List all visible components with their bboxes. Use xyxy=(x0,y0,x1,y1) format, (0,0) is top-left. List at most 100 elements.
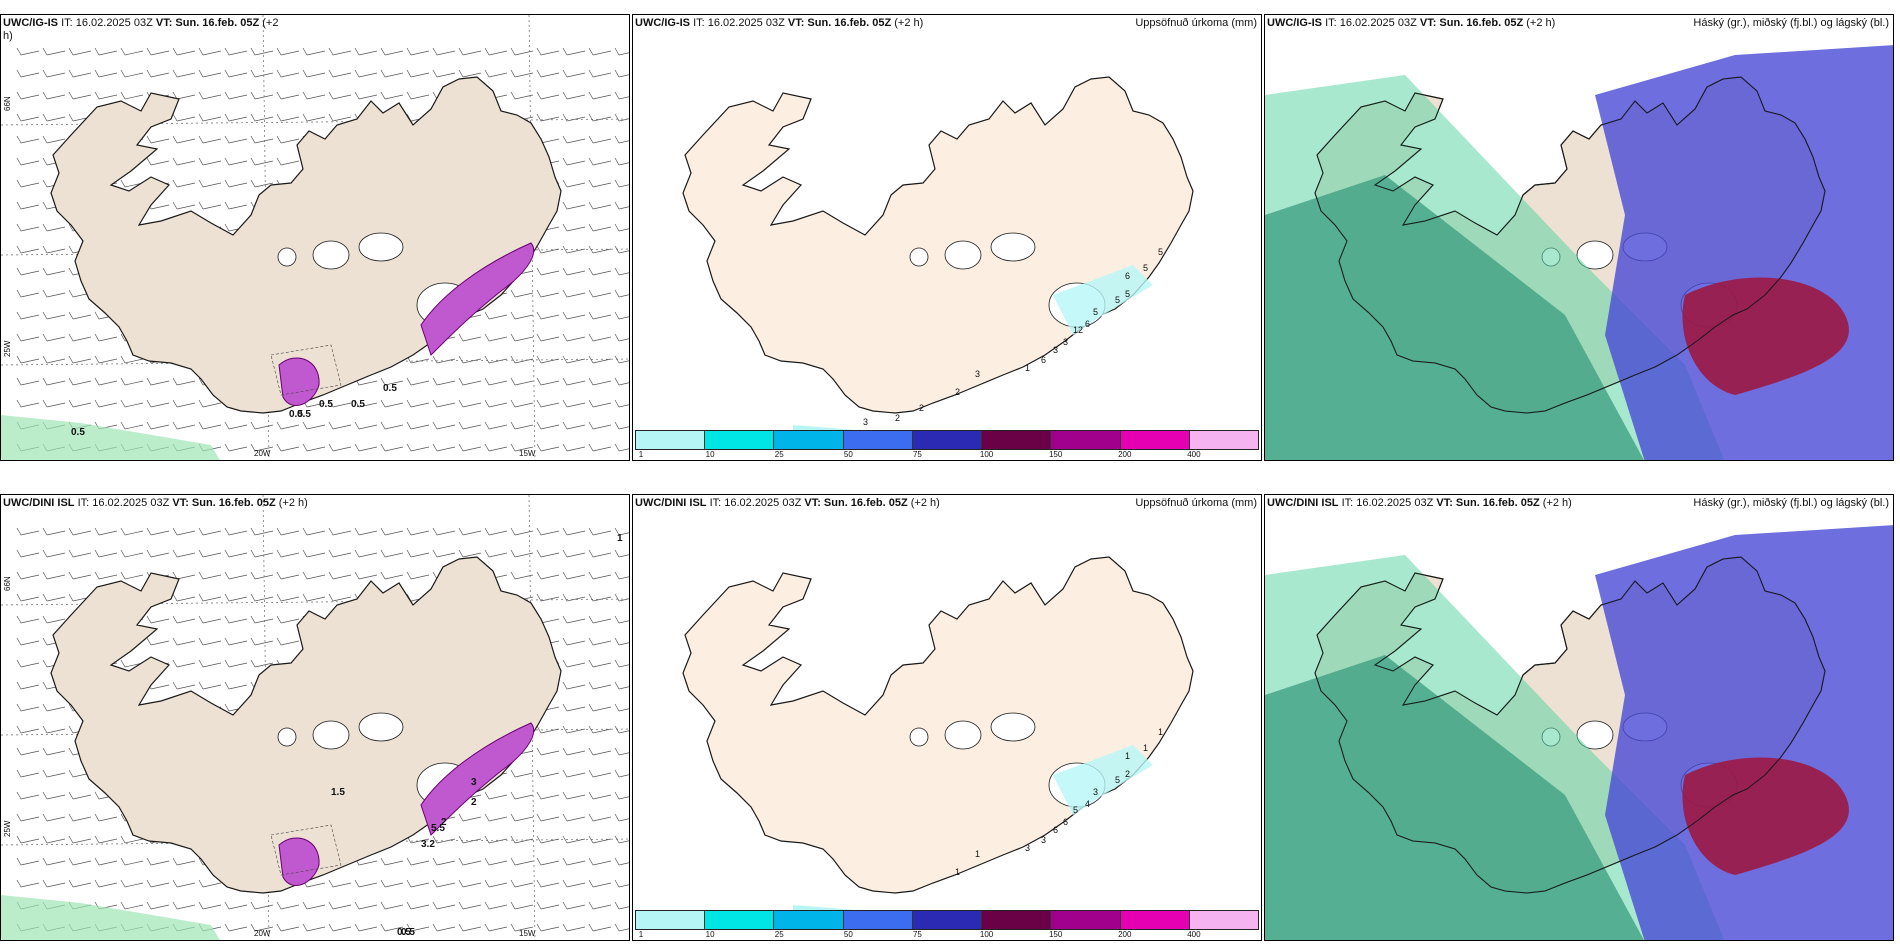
wind-barb xyxy=(562,223,586,232)
wind-barb xyxy=(458,69,482,78)
precip-label: 5 xyxy=(1073,805,1078,815)
wind-barb xyxy=(302,69,326,78)
lon-label-15w: 15W xyxy=(519,449,536,458)
wind-barb xyxy=(614,571,629,580)
wind-barb xyxy=(510,311,534,320)
wind-barb xyxy=(250,549,274,558)
wind-barb xyxy=(484,549,508,558)
colorbar-swatch xyxy=(843,911,913,929)
wind-barb xyxy=(536,421,560,430)
wind-barb xyxy=(588,747,612,756)
wind-barb xyxy=(16,91,40,100)
iceland-land xyxy=(682,76,1194,414)
wind-barb xyxy=(432,421,456,430)
panel-title: UWC/IG-IS IT: 16.02.2025 03Z VT: Sun. 16… xyxy=(1267,17,1556,29)
wind-barb xyxy=(458,399,482,408)
contour-label: 0.5 xyxy=(401,927,415,938)
colorbar-swatch xyxy=(774,911,844,929)
iceland-land xyxy=(682,556,1194,894)
wind-barb xyxy=(432,69,456,78)
wind-barb xyxy=(16,549,40,558)
wind-barb xyxy=(42,769,66,778)
wind-barb xyxy=(42,703,66,712)
wind-barb xyxy=(120,901,144,910)
wind-barb xyxy=(484,421,508,430)
wind-barb xyxy=(94,399,118,408)
wind-barb xyxy=(614,311,629,320)
wind-barb xyxy=(172,637,196,646)
wind-barb xyxy=(432,879,456,888)
wind-barb xyxy=(146,399,170,408)
wind-barb xyxy=(276,571,300,580)
wind-barb xyxy=(406,923,430,932)
colorbar-ticks: 1 10 25 50 75 100 150 200 400 xyxy=(635,450,1257,460)
wind-barb xyxy=(172,179,196,188)
wind-barb xyxy=(588,571,612,580)
wind-barb xyxy=(588,333,612,342)
wind-barb xyxy=(276,113,300,122)
hatch-area xyxy=(270,824,342,876)
contour-label: 5.5 xyxy=(431,823,445,834)
wind-barb xyxy=(120,377,144,386)
mid-cloud xyxy=(1595,45,1893,460)
wind-barb xyxy=(42,113,66,122)
wind-barb xyxy=(458,421,482,430)
wind-barb xyxy=(328,399,352,408)
lat-label-25w: 25W xyxy=(3,820,12,837)
precip-label: 6 xyxy=(1041,355,1046,365)
wind-barb xyxy=(42,377,66,386)
wind-barb xyxy=(198,47,222,56)
wind-barb xyxy=(120,879,144,888)
wind-barb xyxy=(458,47,482,56)
wind-barb xyxy=(406,47,430,56)
colorbar-tick: 50 xyxy=(843,450,853,459)
contour-label: 0.5 xyxy=(319,399,333,410)
colorbar-tick: 100 xyxy=(979,450,994,459)
wind-barb xyxy=(354,549,378,558)
wind-barb xyxy=(484,857,508,866)
wind-barb xyxy=(562,289,586,298)
wind-barb xyxy=(536,923,560,932)
wind-barb xyxy=(484,835,508,844)
panel-variable: Háský (gr.), miðský (fj.bl.) og lágský (… xyxy=(1693,497,1889,509)
precip-light xyxy=(1053,745,1153,815)
wind-barb xyxy=(172,681,196,690)
lon-label-15w: 15W xyxy=(519,929,536,938)
wind-barb xyxy=(380,91,404,100)
wind-barb xyxy=(380,443,404,452)
wind-barb xyxy=(614,113,629,122)
wind-barb xyxy=(120,571,144,580)
wind-barb xyxy=(94,333,118,342)
wind-barb xyxy=(614,527,629,536)
precip-label: 3 xyxy=(1093,787,1098,797)
wind-barb xyxy=(406,527,430,536)
wind-barb xyxy=(458,923,482,932)
wind-barb xyxy=(562,267,586,276)
wind-barb xyxy=(432,399,456,408)
wind-barb xyxy=(68,857,92,866)
wind-barb xyxy=(432,377,456,386)
wind-barb xyxy=(614,769,629,778)
wind-barb xyxy=(614,593,629,602)
wind-barb xyxy=(458,355,482,364)
glacier xyxy=(990,232,1036,262)
precip-label: 6 xyxy=(1063,817,1068,827)
wind-barb xyxy=(354,399,378,408)
glacier xyxy=(944,240,982,270)
wind-barb xyxy=(120,47,144,56)
contour-label: 1 xyxy=(617,533,623,544)
wind-barb xyxy=(588,289,612,298)
wind-barb xyxy=(146,615,170,624)
wind-barb xyxy=(224,659,248,668)
wind-barb xyxy=(588,311,612,320)
precip-streak xyxy=(1,895,220,940)
low-cloud xyxy=(1682,757,1849,875)
wind-barb xyxy=(536,91,560,100)
wind-barb xyxy=(146,549,170,558)
wind-barb xyxy=(328,421,352,430)
wind-barb xyxy=(614,69,629,78)
wind-barb xyxy=(172,201,196,210)
panel-cloud-dini: UWC/DINI ISL IT: 16.02.2025 03Z VT: Sun.… xyxy=(1264,494,1894,941)
precip-label: 4 xyxy=(1085,799,1090,809)
lat-label-25w: 25W xyxy=(3,340,12,357)
